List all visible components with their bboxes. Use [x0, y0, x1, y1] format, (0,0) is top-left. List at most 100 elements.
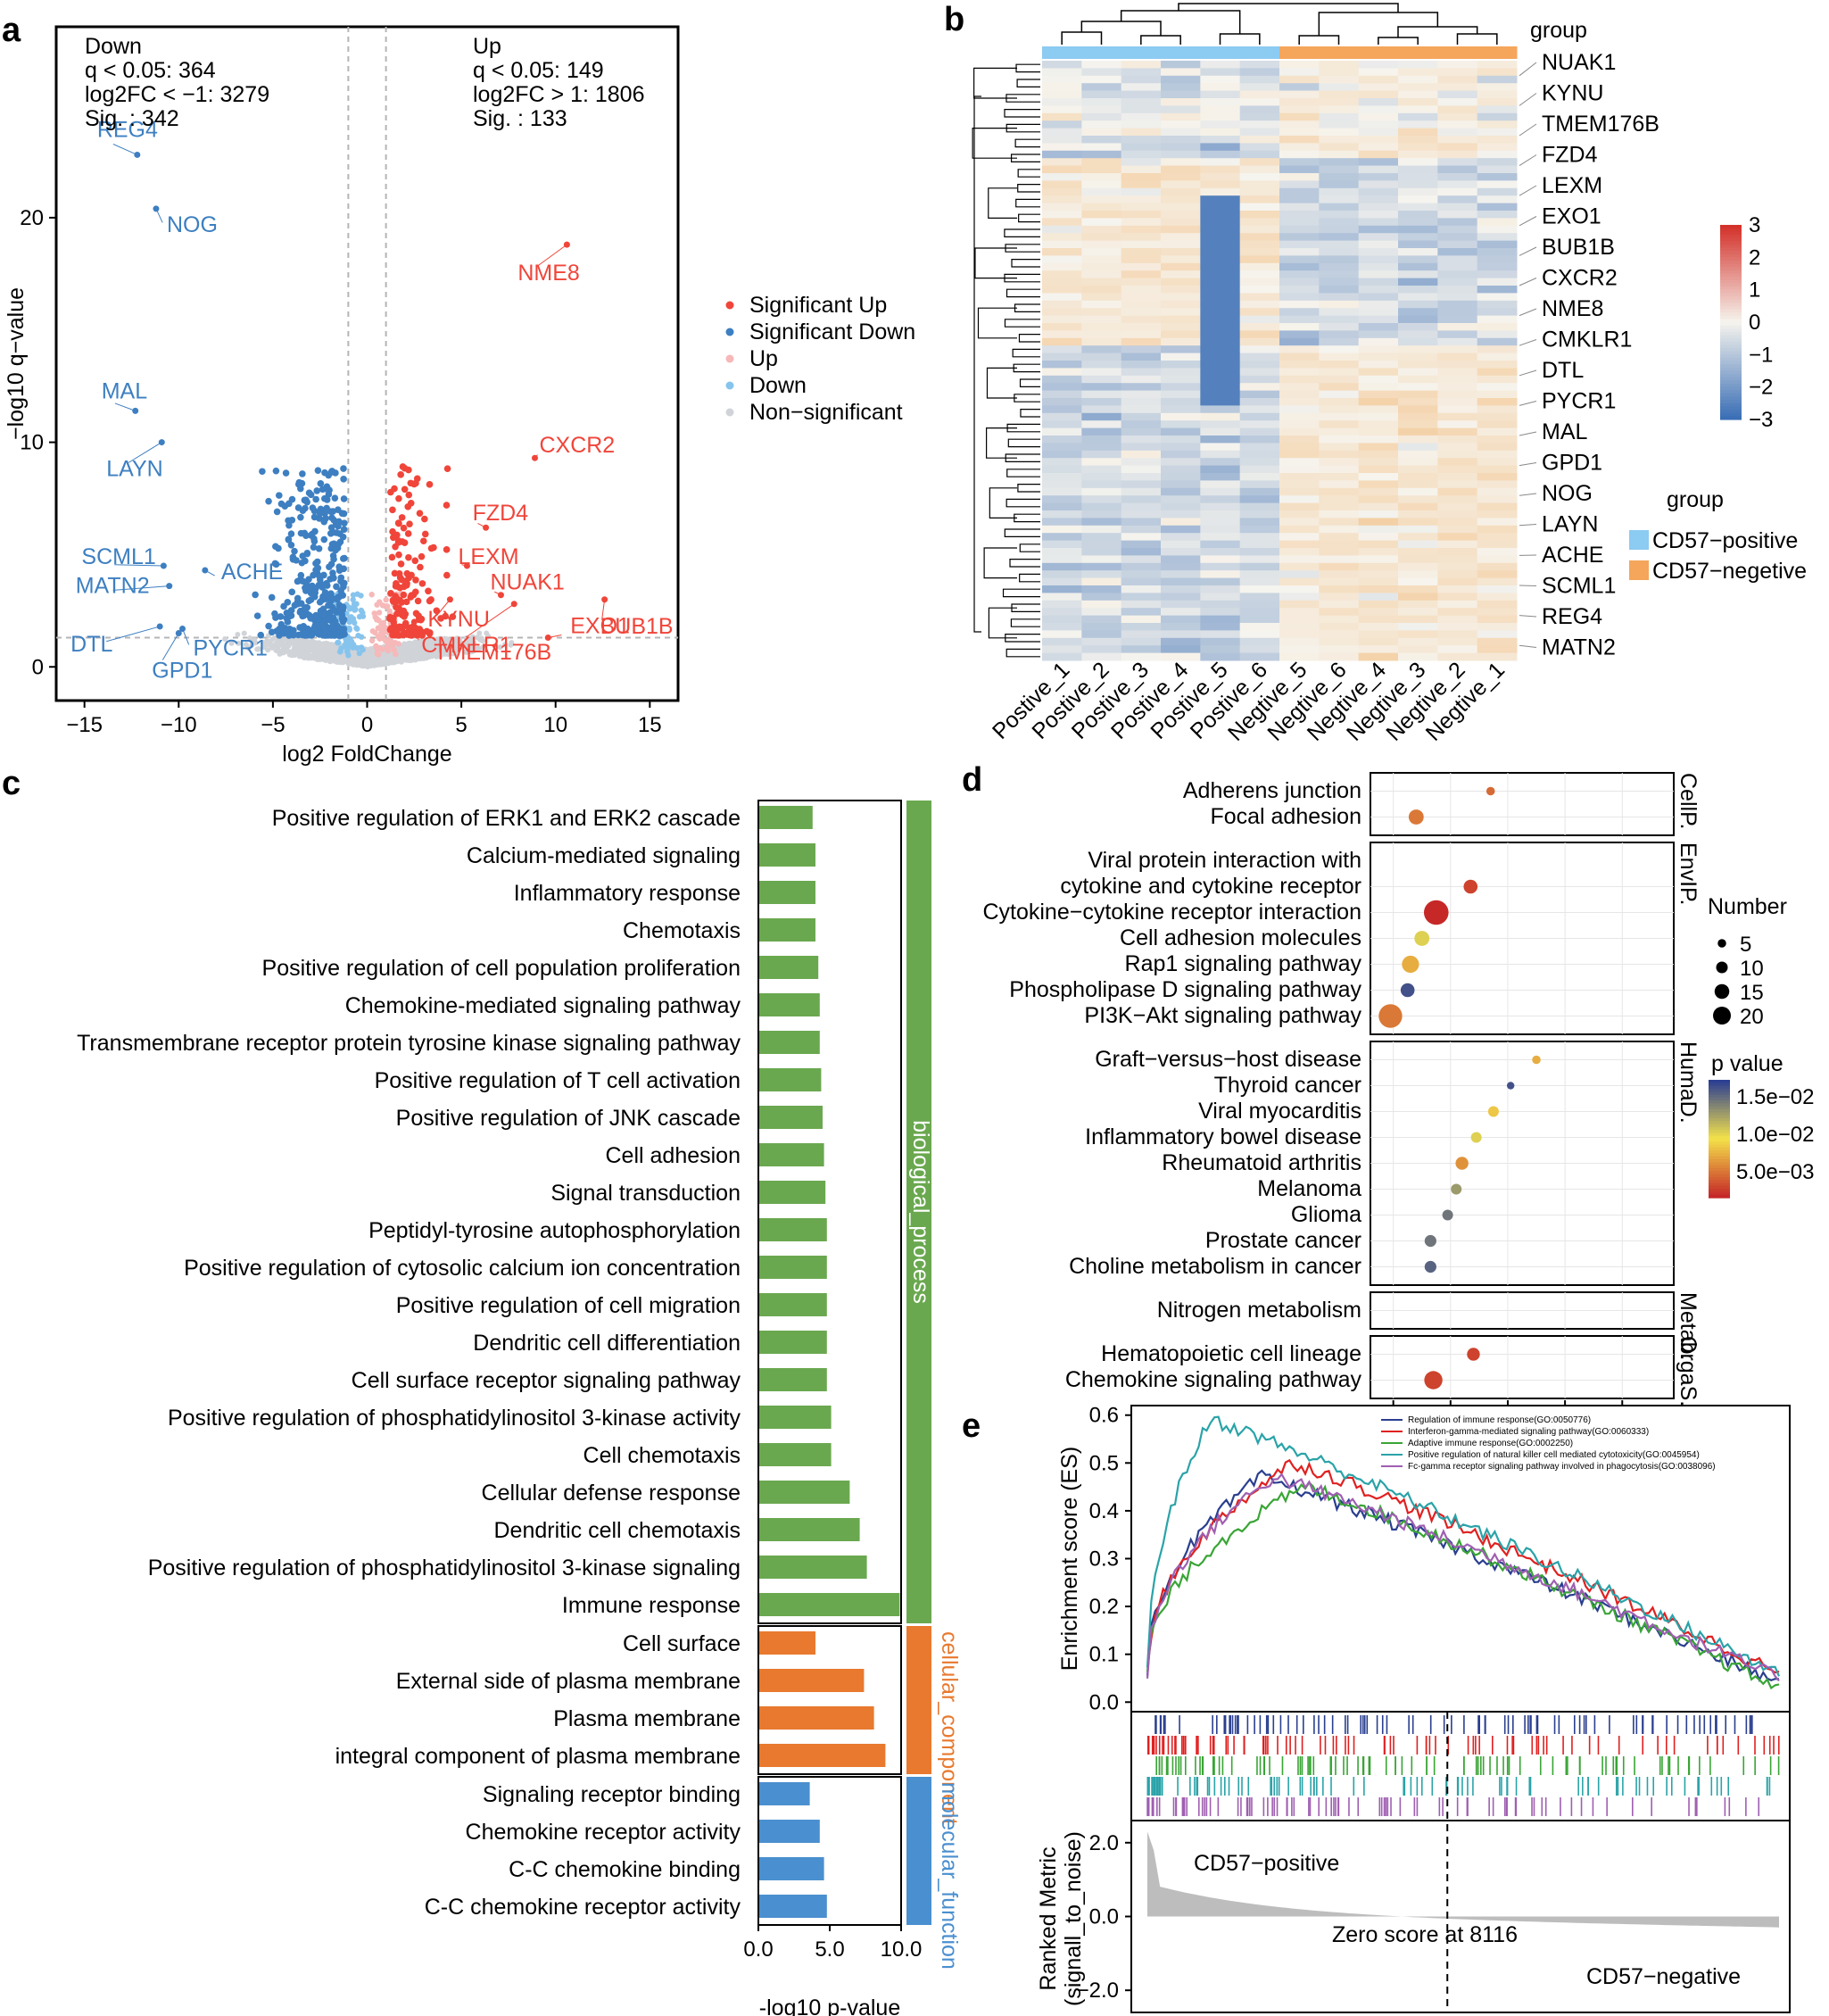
heatmap-cell	[1279, 240, 1320, 249]
category-label: Cell surface receptor signaling pathway	[352, 1368, 741, 1393]
heatmap-cell	[1200, 645, 1241, 654]
group-label: cellular_component	[937, 1631, 962, 1825]
heatmap-cell	[1239, 540, 1280, 549]
point-significant-down	[305, 597, 313, 605]
heatmap-cell	[1161, 465, 1201, 474]
heatmap-cell	[1437, 262, 1478, 271]
bar	[758, 1744, 886, 1767]
heatmap-cell	[1161, 593, 1201, 601]
colorbar-step	[1720, 380, 1742, 385]
point-significant-up	[419, 537, 427, 545]
heatmap-cell	[1081, 630, 1122, 639]
point-nonsignificant	[437, 637, 443, 643]
point-nonsignificant	[436, 646, 443, 652]
dendrogram-link	[977, 307, 1017, 339]
heatmap-cell	[1081, 608, 1122, 617]
heatmap-cell	[1200, 510, 1241, 519]
heatmap-cell	[1239, 353, 1280, 361]
heatmap-cell	[1398, 420, 1438, 429]
term-label: Inflammatory bowel disease	[1085, 1124, 1361, 1149]
point-nonsignificant	[302, 650, 309, 656]
point-significant-down	[268, 593, 276, 601]
heatmap-cell	[1279, 637, 1320, 646]
point-significant-up	[443, 546, 451, 553]
heatmap-cell	[1319, 427, 1360, 436]
group-label: molecular_function	[937, 1782, 962, 1970]
dendrogram-link	[1011, 259, 1040, 268]
heatmap-cell	[1239, 330, 1280, 339]
heatmap-cell	[1239, 458, 1280, 467]
dendrogram-link	[1012, 348, 1040, 358]
heatmap-cell	[1437, 211, 1478, 219]
heatmap-cell	[1279, 420, 1320, 429]
heatmap-cell	[1398, 593, 1438, 601]
metric-axis-label: Ranked Metric	[1036, 1846, 1061, 1990]
heatmap-cell	[1161, 248, 1201, 256]
heatmap-cell	[1477, 180, 1518, 189]
dendrogram-link	[1120, 10, 1241, 34]
heatmap-cell	[1437, 300, 1478, 309]
row-label: MATN2	[1542, 635, 1616, 660]
heatmap-cell	[1279, 390, 1320, 399]
heatmap-cell	[1200, 585, 1241, 593]
heatmap-cell	[1081, 255, 1122, 264]
heatmap-cell	[1477, 353, 1518, 361]
x-tick-label: −15	[66, 713, 103, 737]
facet-label: EnvIP.	[1676, 842, 1701, 905]
point-up	[373, 643, 379, 650]
heatmap-cell	[1200, 383, 1241, 392]
heatmap-cell	[1319, 487, 1360, 496]
heatmap-cell	[1042, 368, 1082, 377]
colorbar-step	[1720, 286, 1742, 291]
row-label: DTL	[1542, 358, 1584, 383]
group-band	[906, 1626, 931, 1774]
heatmap-cell	[1477, 90, 1518, 99]
heatmap-cell	[1437, 652, 1478, 661]
heatmap-cell	[1121, 420, 1162, 429]
heatmap-cell	[1121, 75, 1162, 84]
heatmap-cell	[1121, 211, 1162, 219]
facet-label: OrgaS.	[1676, 1336, 1701, 1406]
heatmap-cell	[1358, 630, 1399, 639]
heatmap-cell	[1319, 90, 1360, 99]
term-label: Thyroid cancer	[1214, 1073, 1361, 1098]
colorbar-tick-label: −3	[1749, 408, 1773, 432]
colorbar-step	[1709, 1156, 1730, 1160]
heatmap-cell	[1437, 630, 1478, 639]
heatmap-cell	[1161, 330, 1201, 339]
heatmap-cell	[1239, 75, 1280, 84]
heatmap-cell	[1437, 436, 1478, 444]
heatmap-cell	[1081, 105, 1122, 114]
heatmap-cell	[1319, 337, 1360, 346]
heatmap-cell	[1279, 562, 1320, 571]
heatmap-cell	[1358, 487, 1399, 496]
heatmap-cell	[1042, 577, 1082, 586]
heatmap-cell	[1200, 375, 1241, 384]
heatmap-cell	[1161, 180, 1201, 189]
heatmap-cell	[1121, 533, 1162, 542]
heatmap-cell	[1200, 436, 1241, 444]
row-label-leader	[1519, 93, 1537, 106]
heatmap-cell	[1161, 83, 1201, 92]
heatmap-cell	[1279, 458, 1320, 467]
colorbar-step	[1709, 1174, 1730, 1178]
heatmap-cell	[1437, 293, 1478, 302]
dendrogram-link	[1004, 228, 1040, 237]
heatmap-cell	[1121, 361, 1162, 369]
colorbar-step	[1720, 328, 1742, 333]
point-significant-up	[388, 553, 396, 561]
point-down	[353, 625, 360, 631]
heatmap-cell	[1161, 136, 1201, 144]
heatmap-cell	[1081, 195, 1122, 204]
heatmap-cell	[1200, 398, 1241, 406]
heatmap-cell	[1042, 293, 1082, 302]
heatmap-cell	[1161, 158, 1201, 167]
point-nonsignificant	[479, 644, 485, 651]
row-label-leader	[1519, 339, 1537, 346]
x-tick-label: −10	[161, 713, 197, 737]
heatmap-cell	[1042, 518, 1082, 527]
row-label-leader	[1519, 401, 1537, 406]
heatmap-cell	[1239, 645, 1280, 654]
colorbar-step	[1709, 1168, 1730, 1172]
dendrogram-link	[1002, 588, 1040, 598]
